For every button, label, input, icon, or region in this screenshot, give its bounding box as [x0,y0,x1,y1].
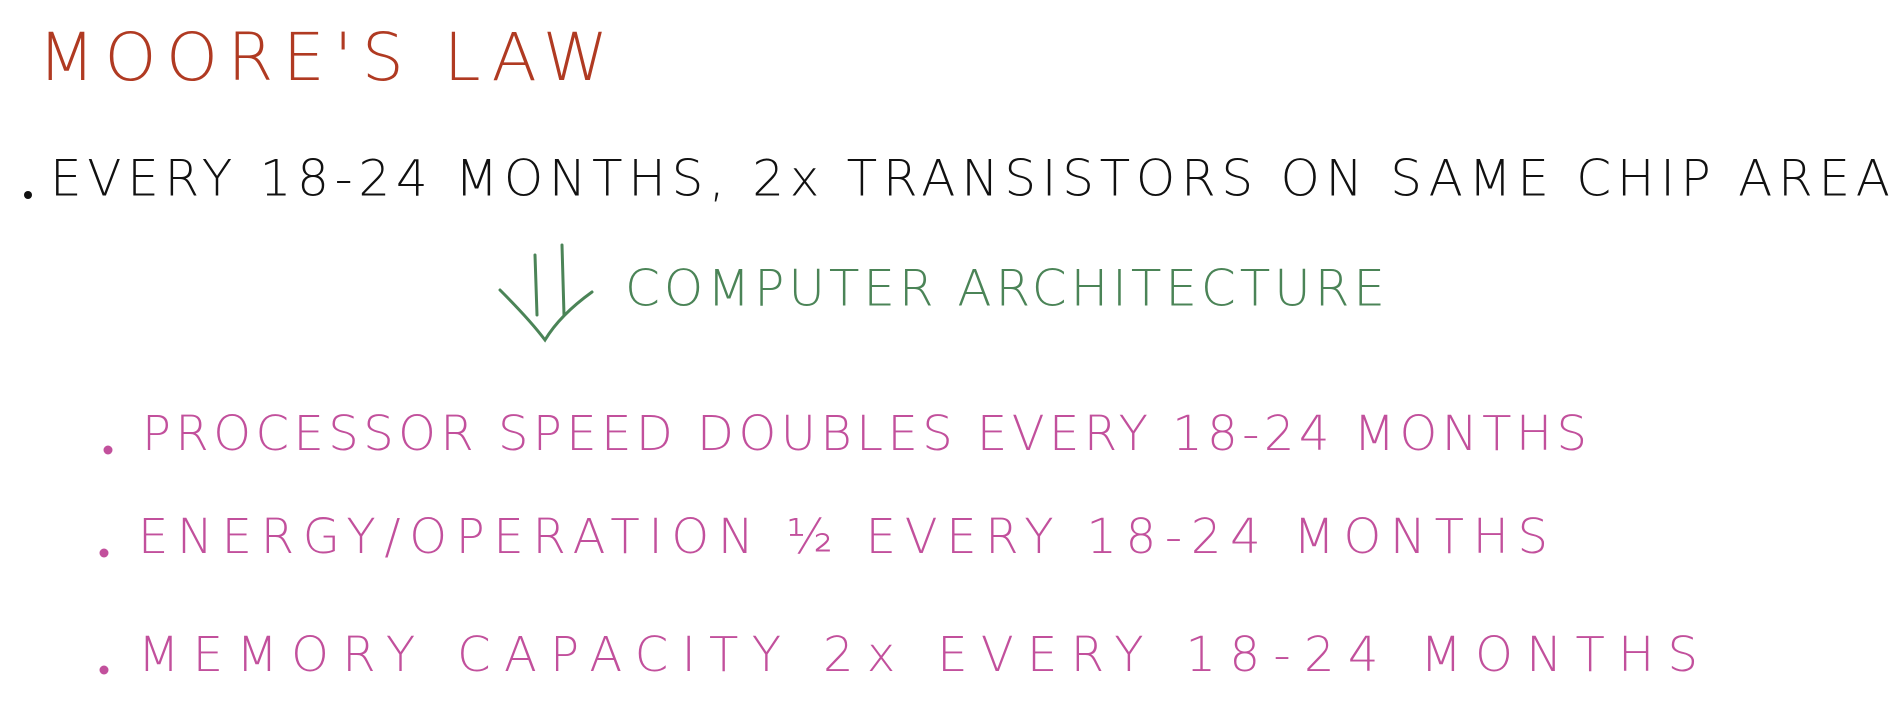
arrow-label: COMPUTER ARCHITECTURE [625,260,1385,318]
bullet [24,191,32,199]
main-point: EVERY 18-24 MONTHS, 2x TRANSISTORS ON SA… [50,150,1890,208]
down-arrow [498,243,594,343]
bullet [99,665,109,675]
sub-point: PROCESSOR SPEED DOUBLES EVERY 18-24 MONT… [142,406,1587,462]
bullet [103,445,113,455]
bullet [99,548,109,558]
title: MOORE'S LAW [38,19,608,96]
sub-point: MEMORY CAPACITY 2x EVERY 18-24 MONTHS [138,627,1698,683]
sub-point: ENERGY/OPERATION ½ EVERY 18-24 MONTHS [138,509,1548,565]
